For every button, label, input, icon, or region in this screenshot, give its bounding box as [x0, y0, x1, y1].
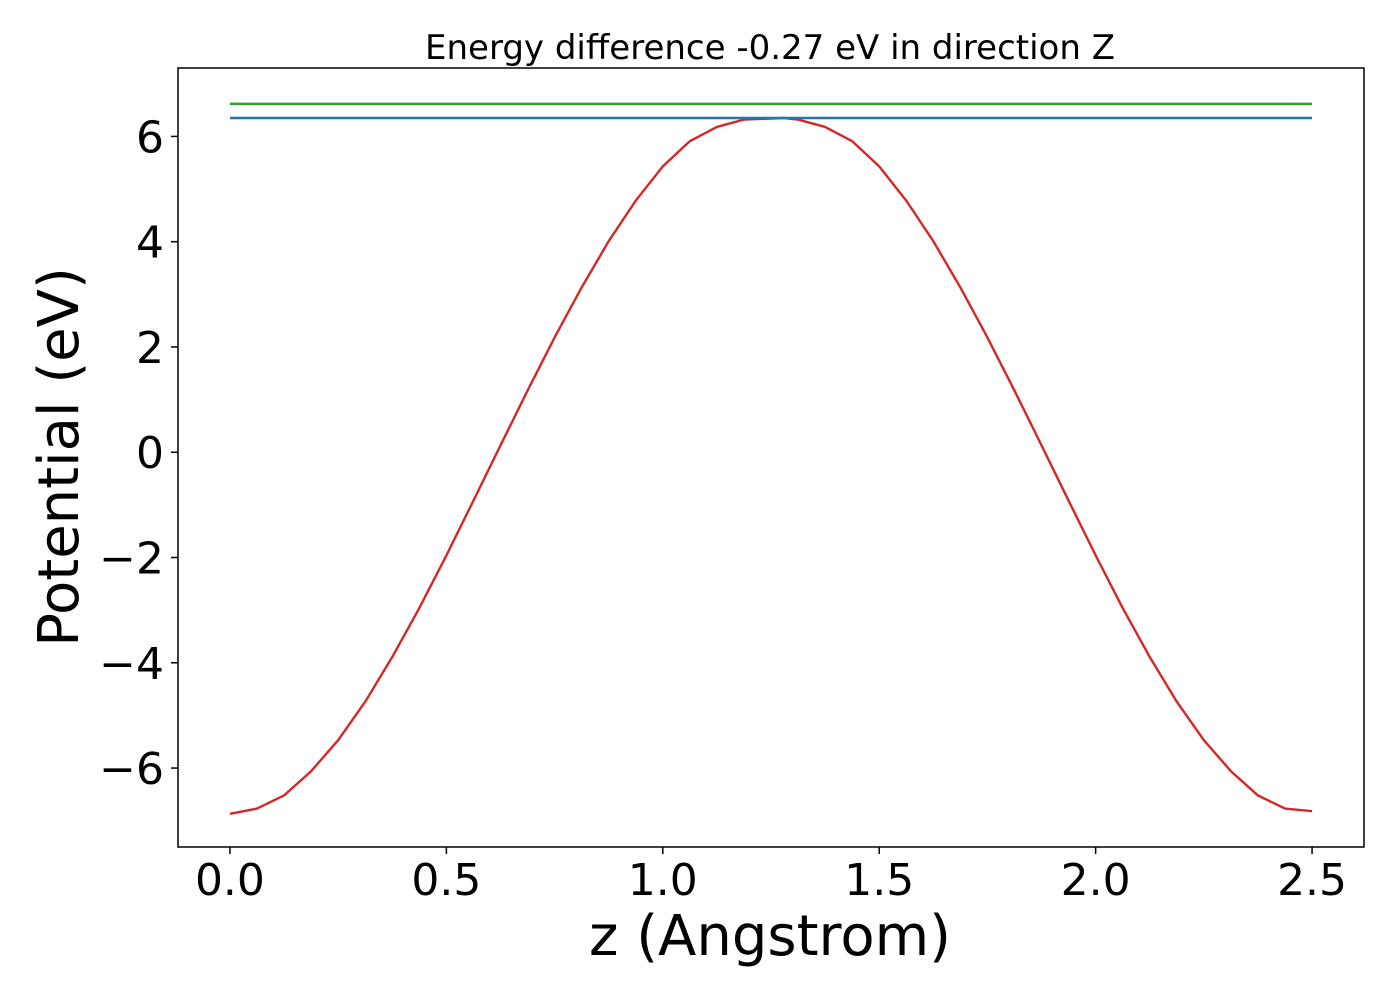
- y-axis: −6 −4 −2 0 2 4 6: [99, 112, 178, 795]
- x-tick-label-0: 0.0: [195, 855, 265, 906]
- y-tick-label-0: −6: [99, 744, 164, 795]
- plot-frame: [177, 67, 1365, 848]
- x-tick-label-1: 0.5: [411, 855, 481, 906]
- x-tick-label-2: 1.0: [628, 855, 698, 906]
- series-layer: [229, 102, 1313, 816]
- y-tick-label-2: −2: [99, 534, 164, 585]
- y-tick-label-5: 4: [136, 218, 164, 269]
- x-axis: 0.0 0.5 1.0 1.5 2.0 2.5: [195, 847, 1347, 906]
- y-axis-label: Potential (eV): [27, 267, 92, 647]
- chart-title: Energy difference -0.27 eV in direction …: [425, 28, 1115, 68]
- y-tick-label-4: 2: [136, 323, 164, 374]
- y-tick-label-3: 0: [136, 428, 164, 479]
- x-tick-label-3: 1.5: [844, 855, 914, 906]
- x-axis-label: z (Angstrom): [589, 904, 951, 969]
- x-tick-label-5: 2.5: [1277, 855, 1347, 906]
- y-tick-label-6: 6: [136, 112, 164, 163]
- x-tick-label-4: 2.0: [1061, 855, 1131, 906]
- y-tick-label-1: −4: [99, 639, 164, 690]
